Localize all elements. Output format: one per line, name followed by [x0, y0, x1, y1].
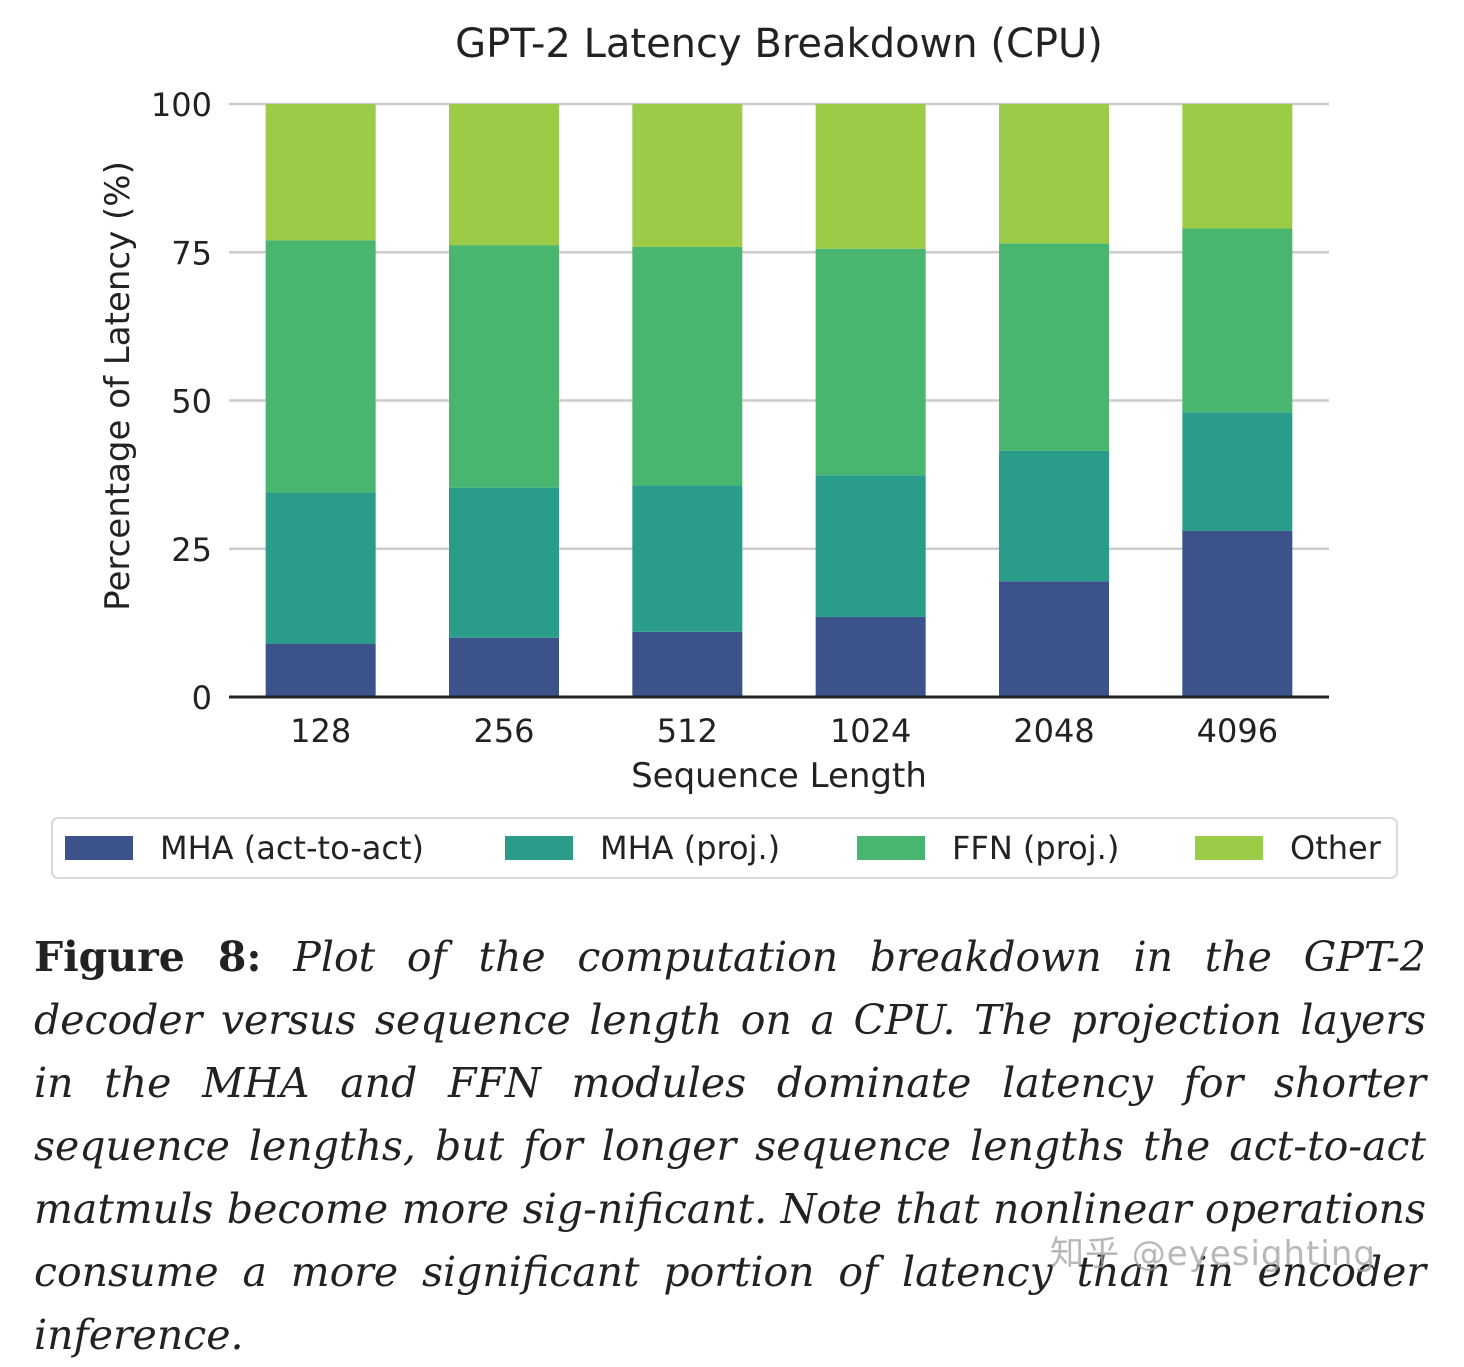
bar-mha-act-to-act-128 [265, 643, 376, 697]
legend-swatch [65, 836, 133, 860]
bar-mha-act-to-act-256 [449, 637, 559, 697]
bar-mha-proj-2048 [999, 450, 1109, 582]
y-axis-label: Percentage of Latency (%) [98, 161, 138, 611]
bar-ffn-proj-1024 [815, 248, 926, 476]
bar-mha-proj-512 [632, 485, 743, 632]
figure-caption: Figure 8: Plot of the computation breakd… [34, 926, 1426, 1367]
y-tick-label: 0 [192, 679, 212, 717]
y-tick-label: 50 [171, 383, 212, 421]
x-tick-label: 128 [290, 712, 351, 750]
bar-ffn-proj-512 [632, 246, 743, 486]
x-tick-label: 512 [657, 712, 718, 750]
legend-swatch [1195, 836, 1263, 860]
bar-other-128 [265, 104, 376, 241]
bar-other-512 [632, 104, 743, 247]
bar-mha-act-to-act-1024 [815, 616, 926, 697]
watermark-text: 知乎 @eyesighting [1050, 1234, 1376, 1274]
x-axis-ticks: 128 256 512 1024 2048 4096 [290, 712, 1278, 750]
x-tick-label: 2048 [1013, 712, 1094, 750]
bar-other-2048 [999, 104, 1109, 244]
bar-mha-act-to-act-2048 [999, 581, 1109, 697]
bars [265, 104, 1293, 697]
x-tick-label: 1024 [830, 712, 911, 750]
chart-title: GPT-2 Latency Breakdown (CPU) [455, 21, 1103, 67]
bar-ffn-proj-256 [449, 245, 559, 488]
x-tick-label: 4096 [1197, 712, 1278, 750]
y-axis-ticks: 0 25 50 75 100 [151, 86, 212, 717]
bar-ffn-proj-4096 [1182, 228, 1293, 413]
caption-body: Plot of the computation breakdown in the… [34, 933, 1426, 1359]
legend: MHA (act-to-act) MHA (proj.) FFN (proj.) Ot… [51, 817, 1398, 879]
x-tick-label: 256 [473, 712, 534, 750]
y-tick-label: 100 [151, 86, 212, 124]
legend-label: MHA (act-to-act) [160, 829, 424, 867]
bar-other-256 [449, 104, 559, 246]
legend-label: Other [1290, 829, 1382, 867]
bar-mha-act-to-act-4096 [1182, 530, 1293, 697]
y-tick-label: 25 [171, 531, 212, 569]
bar-mha-proj-128 [265, 492, 376, 644]
bar-mha-proj-1024 [815, 475, 926, 617]
caption-lead: Figure 8: [34, 933, 262, 981]
legend-label: FFN (proj.) [952, 829, 1119, 867]
legend-frame [51, 817, 1398, 879]
bar-mha-proj-256 [449, 487, 559, 638]
stacked-bar-chart: GPT-2 Latency Breakdown (CPU) 0 25 50 75 100… [51, 21, 1398, 879]
y-tick-label: 75 [171, 234, 212, 272]
grid-lines [229, 102, 1329, 550]
bar-mha-act-to-act-512 [632, 631, 743, 697]
x-axis-label: Sequence Length [631, 756, 927, 796]
legend-swatch [505, 836, 573, 860]
bar-mha-proj-4096 [1182, 412, 1293, 531]
legend-swatch [857, 836, 925, 860]
bar-other-1024 [815, 104, 926, 249]
bar-ffn-proj-2048 [999, 243, 1109, 451]
bar-other-4096 [1182, 104, 1293, 229]
legend-label: MHA (proj.) [600, 829, 780, 867]
bar-ffn-proj-128 [265, 240, 376, 493]
